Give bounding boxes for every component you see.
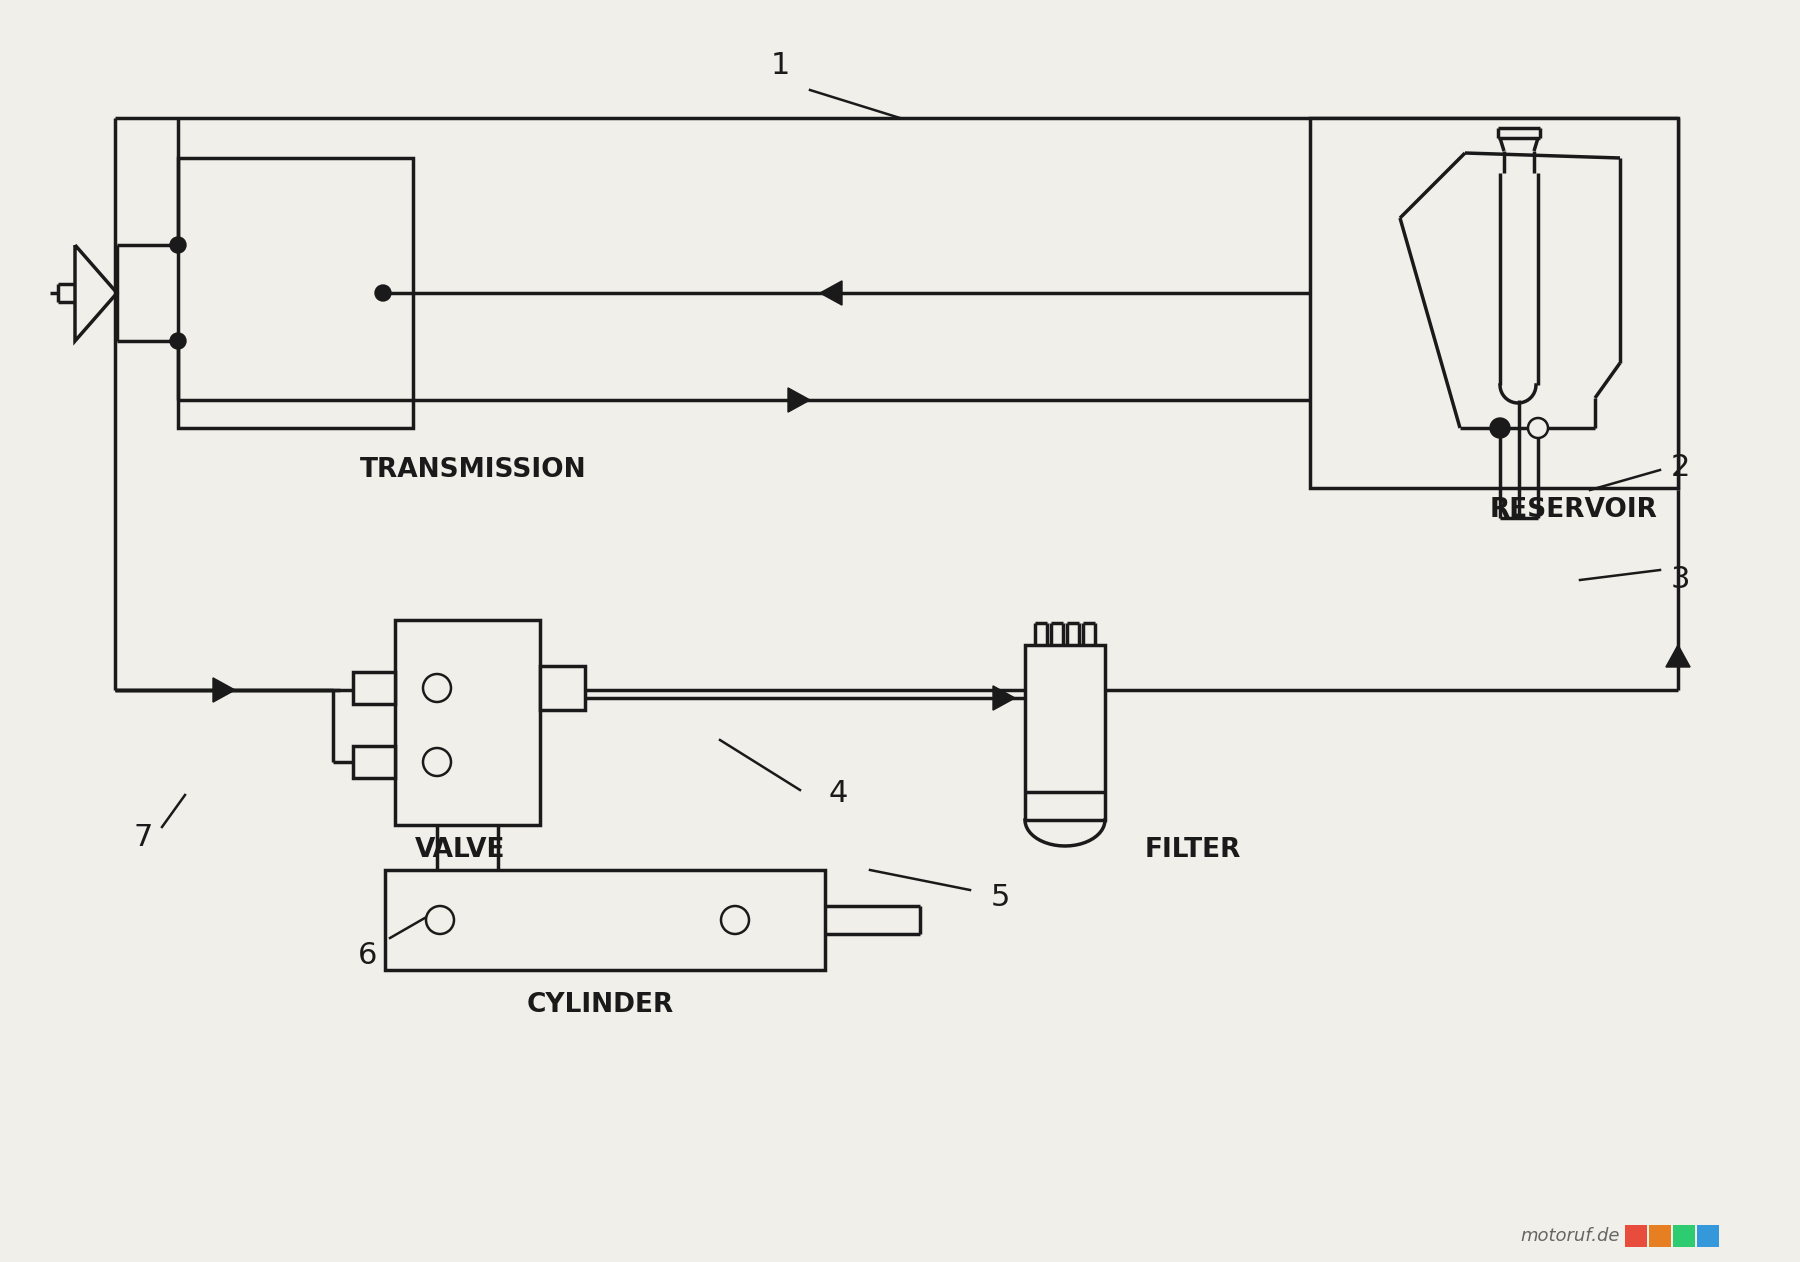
Text: CYLINDER: CYLINDER xyxy=(526,992,673,1018)
Circle shape xyxy=(423,674,452,702)
Polygon shape xyxy=(788,387,810,413)
Text: VALVE: VALVE xyxy=(416,837,506,863)
Text: 2: 2 xyxy=(1670,453,1690,482)
Text: RESERVOIR: RESERVOIR xyxy=(1490,497,1658,522)
Circle shape xyxy=(169,237,185,252)
Bar xyxy=(1625,1225,1647,1247)
Text: TRANSMISSION: TRANSMISSION xyxy=(360,457,587,483)
Text: 5: 5 xyxy=(990,883,1010,912)
Circle shape xyxy=(1528,418,1548,438)
Text: motoruf.de: motoruf.de xyxy=(1521,1227,1620,1246)
Bar xyxy=(1649,1225,1670,1247)
Text: FILTER: FILTER xyxy=(1145,837,1242,863)
Polygon shape xyxy=(821,281,842,305)
Circle shape xyxy=(423,748,452,776)
Bar xyxy=(385,870,824,970)
Text: 4: 4 xyxy=(828,779,848,808)
Bar xyxy=(353,746,394,777)
Text: 3: 3 xyxy=(1670,565,1690,594)
Circle shape xyxy=(169,333,185,350)
Bar xyxy=(353,671,394,704)
Bar xyxy=(178,158,412,428)
Circle shape xyxy=(1490,418,1510,438)
Bar xyxy=(1697,1225,1719,1247)
Bar xyxy=(1672,1225,1696,1247)
Polygon shape xyxy=(1667,645,1690,668)
Circle shape xyxy=(427,906,454,934)
Polygon shape xyxy=(994,687,1015,711)
Bar xyxy=(540,666,585,711)
Circle shape xyxy=(374,285,391,302)
Bar xyxy=(394,620,540,825)
Bar xyxy=(1024,645,1105,820)
Text: 1: 1 xyxy=(770,50,790,80)
Bar xyxy=(1310,119,1678,488)
Polygon shape xyxy=(212,678,236,702)
Text: 6: 6 xyxy=(358,940,378,969)
Circle shape xyxy=(722,906,749,934)
Text: 7: 7 xyxy=(133,823,153,852)
